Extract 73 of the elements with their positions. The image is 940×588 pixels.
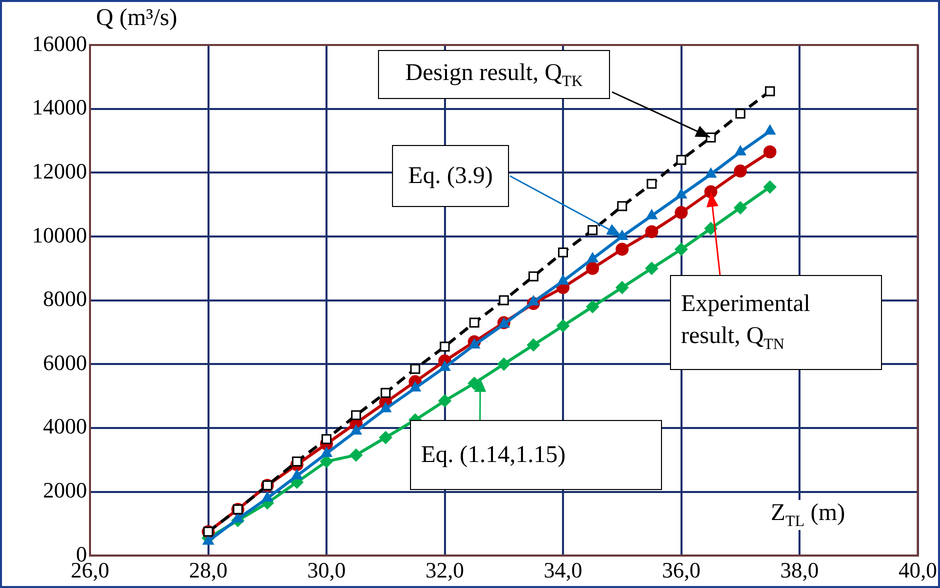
point	[616, 242, 629, 256]
point	[526, 338, 540, 352]
callout-box: Eq. (1.14,1.15)	[410, 420, 662, 490]
point	[763, 145, 776, 158]
point	[498, 295, 509, 306]
point	[645, 225, 658, 238]
x-tick-label: 30,0	[307, 558, 346, 583]
callout-box: Experimental result, Q$_{TN}$	[670, 275, 882, 370]
y-tick-label: 4000	[43, 414, 87, 439]
point	[379, 431, 392, 444]
y-tick-label: 2000	[43, 478, 87, 503]
y-tick-label: 10000	[32, 222, 87, 248]
point	[351, 410, 362, 420]
point	[292, 456, 302, 466]
point	[586, 252, 598, 262]
point	[616, 281, 629, 294]
point	[616, 230, 628, 240]
point	[558, 247, 568, 258]
point	[322, 434, 332, 444]
point	[764, 86, 775, 96]
point	[350, 448, 363, 462]
point	[586, 300, 600, 314]
point	[617, 201, 628, 212]
x-tick-label: 36,0	[662, 558, 700, 583]
point	[497, 358, 510, 371]
point	[350, 424, 362, 435]
y-tick-label: 12000	[32, 158, 87, 184]
callout-box: Design result, Q$_{TK}$	[378, 50, 610, 99]
point	[676, 154, 686, 165]
x-tick-label: 32,0	[426, 558, 464, 583]
point	[735, 108, 746, 119]
point	[764, 124, 776, 135]
point	[705, 168, 717, 178]
point	[468, 338, 480, 348]
x-tick-label: 28,0	[189, 558, 228, 583]
y-tick-label: 16000	[32, 30, 87, 56]
point	[320, 446, 332, 457]
point	[409, 382, 421, 392]
point	[646, 209, 658, 220]
point	[380, 402, 392, 412]
point	[528, 295, 540, 306]
point	[676, 188, 687, 198]
x-axis-title: Z$_{TL}$ (m)	[768, 500, 848, 530]
point	[556, 319, 570, 332]
point	[734, 164, 747, 178]
x-tick-label: 38,0	[780, 558, 819, 583]
point	[674, 206, 688, 220]
y-tick-label: 8000	[43, 286, 87, 312]
x-tick-label: 40,0	[898, 558, 937, 583]
y-tick-label: 14000	[32, 94, 87, 120]
point	[291, 469, 303, 480]
point	[438, 394, 452, 408]
point	[646, 178, 657, 189]
point	[645, 262, 658, 275]
point	[528, 271, 538, 282]
point	[557, 274, 569, 285]
point	[763, 180, 776, 194]
y-tick-label: 6000	[43, 350, 87, 375]
point	[704, 222, 718, 235]
point	[262, 492, 274, 502]
point	[410, 364, 420, 374]
point	[586, 262, 600, 275]
point	[380, 388, 391, 398]
point	[674, 242, 688, 256]
point	[734, 201, 747, 214]
point	[588, 225, 598, 236]
y-axis-title: Q (m³/s)	[96, 5, 178, 32]
point	[440, 342, 450, 352]
point	[439, 360, 450, 371]
point	[469, 318, 480, 328]
x-tick-label: 34,0	[544, 558, 582, 583]
callout-box: Eq. (3.9)	[392, 145, 509, 208]
point	[734, 145, 746, 156]
